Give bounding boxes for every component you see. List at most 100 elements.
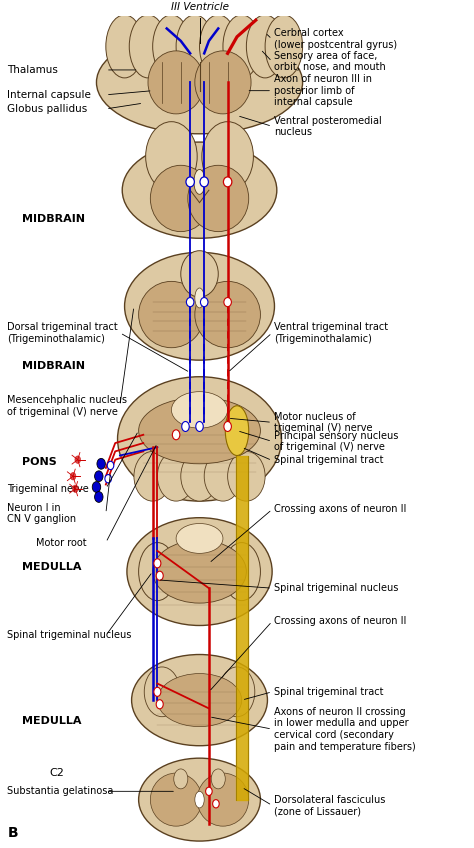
Text: Neuron I in
CN V ganglion: Neuron I in CN V ganglion xyxy=(8,503,77,524)
Ellipse shape xyxy=(213,800,219,808)
Text: Dorsolateral fasciculus
(zone of Lissauer): Dorsolateral fasciculus (zone of Lissaue… xyxy=(274,795,386,817)
Ellipse shape xyxy=(156,700,163,709)
Ellipse shape xyxy=(97,459,105,469)
Text: PONS: PONS xyxy=(21,457,56,467)
Ellipse shape xyxy=(97,31,302,134)
Ellipse shape xyxy=(154,687,161,696)
Ellipse shape xyxy=(153,540,246,603)
Ellipse shape xyxy=(150,165,211,232)
Ellipse shape xyxy=(176,15,214,78)
Ellipse shape xyxy=(138,282,204,348)
Ellipse shape xyxy=(246,15,284,78)
Ellipse shape xyxy=(228,451,265,501)
Ellipse shape xyxy=(186,177,194,187)
Text: MIDBRAIN: MIDBRAIN xyxy=(21,361,84,371)
Text: Cerbral cortex
(lower postcentral gyrus): Cerbral cortex (lower postcentral gyrus) xyxy=(274,29,398,50)
Text: Motor nucleus of
trigeminal (V) nerve: Motor nucleus of trigeminal (V) nerve xyxy=(274,411,373,433)
Ellipse shape xyxy=(138,758,260,841)
Ellipse shape xyxy=(195,282,260,348)
Text: Axon of neuron III in
posterior limb of
internal capsule: Axon of neuron III in posterior limb of … xyxy=(274,74,373,107)
Ellipse shape xyxy=(206,787,212,795)
Ellipse shape xyxy=(105,475,111,483)
Ellipse shape xyxy=(195,51,251,114)
Ellipse shape xyxy=(224,421,231,432)
Ellipse shape xyxy=(196,421,203,432)
Ellipse shape xyxy=(95,471,103,482)
Ellipse shape xyxy=(223,15,260,78)
Text: Mesencehphalic nucleus
of trigeminal (V) nerve: Mesencehphalic nucleus of trigeminal (V)… xyxy=(8,395,128,416)
Text: B: B xyxy=(8,826,18,840)
Ellipse shape xyxy=(157,673,242,727)
Ellipse shape xyxy=(173,430,180,440)
Text: C2: C2 xyxy=(50,768,64,778)
Text: III Ventricle: III Ventricle xyxy=(171,2,228,12)
Ellipse shape xyxy=(182,421,189,432)
Ellipse shape xyxy=(156,572,163,580)
Text: Spinal trigeminal tract: Spinal trigeminal tract xyxy=(274,455,384,466)
Text: Axons of neuron II crossing
in lower medulla and upper
cervical cord (secondary
: Axons of neuron II crossing in lower med… xyxy=(274,706,416,751)
Ellipse shape xyxy=(132,655,267,745)
Ellipse shape xyxy=(181,451,218,501)
Ellipse shape xyxy=(265,15,302,78)
Ellipse shape xyxy=(200,15,237,78)
Text: Thalamus: Thalamus xyxy=(8,65,58,75)
Text: Ventral trigeminal tract
(Trigeminothalamic): Ventral trigeminal tract (Trigeminothala… xyxy=(274,322,389,343)
Text: Crossing axons of neuron II: Crossing axons of neuron II xyxy=(274,505,407,515)
Ellipse shape xyxy=(186,298,194,307)
Ellipse shape xyxy=(125,253,274,360)
Ellipse shape xyxy=(211,769,225,789)
Ellipse shape xyxy=(195,288,204,308)
Ellipse shape xyxy=(122,142,277,238)
Text: Spinal trigeminal tract: Spinal trigeminal tract xyxy=(274,687,384,697)
Text: Trigeminal nerve: Trigeminal nerve xyxy=(8,483,89,494)
Ellipse shape xyxy=(138,398,260,464)
Text: Globus pallidus: Globus pallidus xyxy=(8,104,88,114)
Text: Internal capsule: Internal capsule xyxy=(8,90,91,100)
Ellipse shape xyxy=(194,170,205,194)
Ellipse shape xyxy=(154,559,161,568)
Text: MEDULLA: MEDULLA xyxy=(21,562,81,572)
Ellipse shape xyxy=(129,15,167,78)
Ellipse shape xyxy=(223,177,232,187)
Ellipse shape xyxy=(134,451,172,501)
Ellipse shape xyxy=(223,543,260,600)
Ellipse shape xyxy=(95,492,103,502)
Ellipse shape xyxy=(138,543,176,600)
Ellipse shape xyxy=(201,298,208,307)
Ellipse shape xyxy=(75,456,81,463)
Ellipse shape xyxy=(224,298,231,307)
Ellipse shape xyxy=(107,461,114,470)
Text: Dorsal trigeminal tract
(Trigeminothalamic): Dorsal trigeminal tract (Trigeminothalam… xyxy=(8,322,118,343)
Ellipse shape xyxy=(106,15,143,78)
Text: Spinal trigeminal nucleus: Spinal trigeminal nucleus xyxy=(274,583,399,594)
Ellipse shape xyxy=(197,773,249,826)
Ellipse shape xyxy=(200,177,209,187)
Ellipse shape xyxy=(146,121,197,192)
Ellipse shape xyxy=(150,773,202,826)
Ellipse shape xyxy=(157,451,195,501)
Ellipse shape xyxy=(172,392,228,428)
Text: MEDULLA: MEDULLA xyxy=(21,716,81,726)
Ellipse shape xyxy=(144,667,180,717)
Ellipse shape xyxy=(181,251,218,297)
Ellipse shape xyxy=(73,485,78,493)
Text: Motor root: Motor root xyxy=(36,538,86,548)
Ellipse shape xyxy=(127,517,272,626)
Ellipse shape xyxy=(174,769,188,789)
Text: Spinal trigeminal nucleus: Spinal trigeminal nucleus xyxy=(8,630,132,640)
Ellipse shape xyxy=(92,482,100,493)
Ellipse shape xyxy=(176,523,223,554)
Text: MIDBRAIN: MIDBRAIN xyxy=(21,215,84,224)
Ellipse shape xyxy=(225,405,249,455)
Text: Crossing axons of neuron II: Crossing axons of neuron II xyxy=(274,616,407,627)
Text: Principal sensory nucleus
of trigeminal (V) nerve: Principal sensory nucleus of trigeminal … xyxy=(274,431,399,452)
Ellipse shape xyxy=(148,51,204,114)
Ellipse shape xyxy=(188,165,249,232)
Ellipse shape xyxy=(195,791,204,808)
Text: Substantia gelatinosa: Substantia gelatinosa xyxy=(8,786,114,796)
Ellipse shape xyxy=(153,15,190,78)
Ellipse shape xyxy=(219,667,255,717)
Ellipse shape xyxy=(204,451,242,501)
Text: Sensory area of face,
orbit, nose, and mouth: Sensory area of face, orbit, nose, and m… xyxy=(274,51,386,72)
Text: Ventral posteromedial
nucleus: Ventral posteromedial nucleus xyxy=(274,115,382,137)
